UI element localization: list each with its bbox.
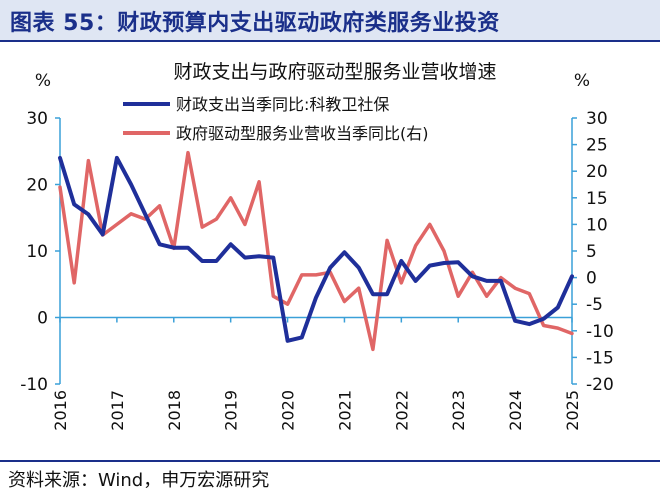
right-tick-label: 10 [586,215,608,235]
left-tick-label: 10 [26,242,48,262]
x-tick-label: 2020 [279,390,298,431]
left-tick-label: 0 [37,309,48,329]
right-tick-label: 25 [586,136,608,156]
x-tick-label: 2017 [108,390,127,431]
legend-label-red: 政府驱动型服务业营收当季同比(右) [176,124,429,143]
series-line-service-revenue [58,150,574,352]
x-tick-label: 2024 [506,390,525,431]
x-tick-label: 2018 [165,390,184,431]
series-line-fiscal-spending [58,155,574,343]
right-tick-label: 5 [586,242,597,262]
left-tick-label: -10 [20,375,48,395]
series-layer [58,150,574,352]
line-chart: 财政支出与政府驱动型服务业营收增速 % % -10 0 10 20 30 -20 -15 -1… [20,61,614,431]
right-tick-label: 0 [586,269,597,289]
left-tick-label: 30 [26,109,48,129]
right-tick-label: -20 [586,375,614,395]
top-divider [0,40,660,42]
bottom-divider [0,460,660,462]
x-tick-label: 2016 [51,390,70,431]
page-title: 图表 55：财政预算内支出驱动政府类服务业投资 [10,11,500,36]
source-note: 资料来源：Wind，申万宏源研究 [8,470,270,491]
header-band [0,0,660,40]
x-tick-label: 2022 [392,390,411,431]
x-tick-label: 2021 [335,390,354,431]
right-tick-label: -10 [586,322,614,342]
chart-title: 财政支出与政府驱动型服务业营收增速 [173,61,496,83]
right-tick-label: 20 [586,162,608,182]
right-tick-label: -15 [586,348,614,368]
left-axis-unit: % [35,71,51,91]
x-tick-label: 2019 [222,390,241,431]
right-axis-unit: % [574,71,590,91]
x-tick-label: 2025 [563,390,582,431]
x-tick-label: 2023 [449,390,468,431]
legend-label-blue: 财政支出当季同比:科教卫社保 [176,95,389,114]
left-tick-label: 20 [26,176,48,196]
right-tick-label: 30 [586,109,608,129]
right-tick-label: 15 [586,189,608,209]
legend: 财政支出当季同比:科教卫社保 政府驱动型服务业营收当季同比(右) [123,95,429,143]
right-tick-label: -5 [586,295,603,315]
